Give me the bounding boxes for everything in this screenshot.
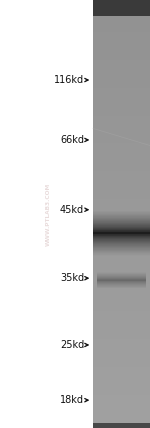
Text: 35kd: 35kd [60, 273, 84, 283]
Text: 66kd: 66kd [60, 135, 84, 145]
Text: 45kd: 45kd [60, 205, 84, 215]
Text: 25kd: 25kd [60, 340, 84, 350]
Text: 18kd: 18kd [60, 395, 84, 405]
Text: 116kd: 116kd [54, 75, 84, 85]
Text: WWW.PTLAB3.COM: WWW.PTLAB3.COM [45, 182, 51, 246]
